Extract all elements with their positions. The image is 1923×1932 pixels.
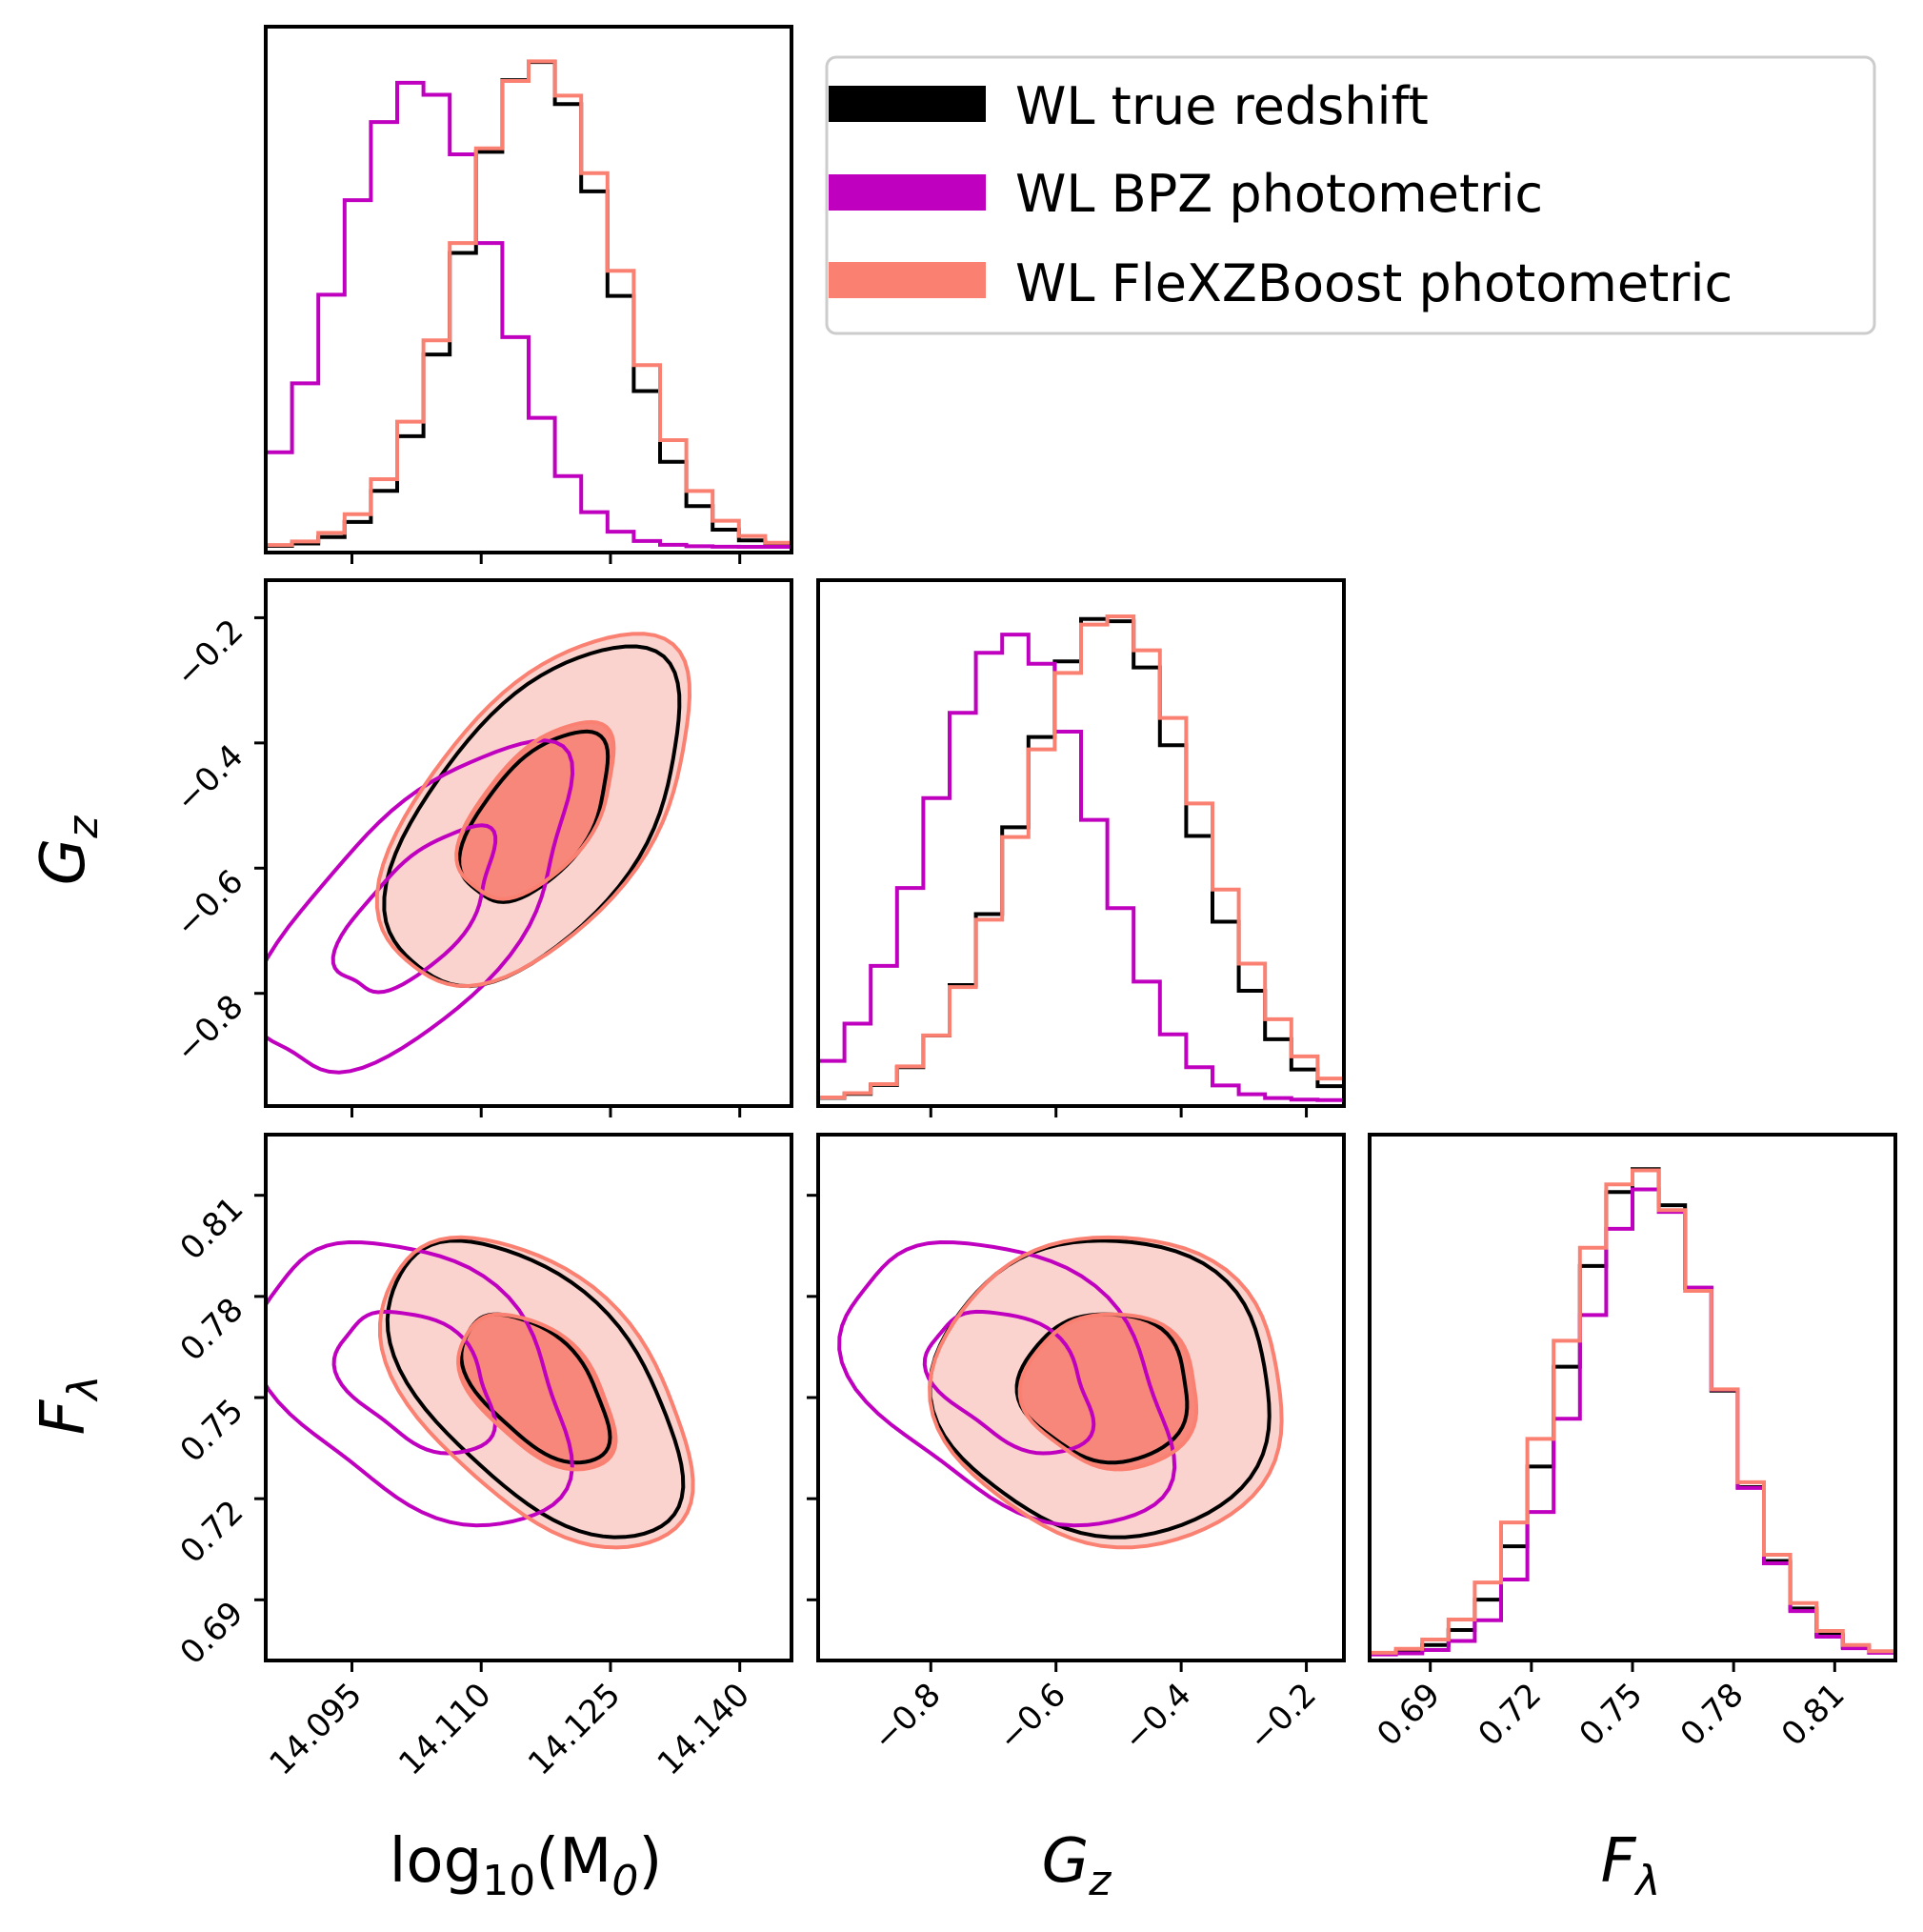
xtick-label-logM-0: 14.095 <box>262 1676 369 1782</box>
xtick-label-Gz-0: −0.8 <box>866 1676 949 1759</box>
contour-outer-series-1-Fl-logM <box>266 1239 574 1528</box>
panel-Gz-Gz-frame <box>816 578 1346 1108</box>
hist-Fl-series-1 <box>1370 1187 1895 1657</box>
xtick-label-logM-3: 14.140 <box>651 1676 757 1782</box>
ytick-label-Fl-4: 0.81 <box>173 1190 251 1268</box>
legend-swatch-true <box>829 86 986 122</box>
xtick-label-Gz-3: −0.2 <box>1241 1676 1324 1759</box>
ytick-label-Gz-3: −0.2 <box>169 613 251 695</box>
xtick-label-Fl-3: 0.78 <box>1673 1676 1752 1754</box>
contour-inner-series-1-Fl-Gz <box>922 1309 1096 1456</box>
contour-outer-series-1-Fl-Gz <box>837 1239 1177 1528</box>
ytick-label-Fl-3: 0.78 <box>173 1291 251 1369</box>
legend-swatch-flex <box>829 262 986 298</box>
legend-frame <box>825 55 1876 335</box>
contour-outer-series-0-Fl-Gz <box>928 1238 1272 1540</box>
xtick-label-Gz-1: −0.6 <box>991 1676 1073 1759</box>
ylabel-gz: Gz <box>29 815 108 886</box>
xlabel-gz: Gz <box>1042 1826 1112 1905</box>
contour-inner-series-2-Gz-logM <box>454 719 616 901</box>
xtick-label-Fl-4: 0.81 <box>1774 1676 1853 1754</box>
contour-inner-series-2-Fl-logM <box>456 1312 618 1472</box>
legend-label-true: WL true redshift <box>1015 76 1429 136</box>
panel-logM-logM-frame <box>264 25 793 554</box>
ytick-label-Fl-0: 0.69 <box>173 1594 251 1672</box>
contour-outer-series-2-Gz-logM <box>374 632 692 989</box>
legend-swatch-bpz <box>829 174 986 211</box>
ytick-label-Fl-2: 0.75 <box>173 1392 251 1470</box>
legend-label-flex: WL FleXZBoost photometric <box>1015 253 1733 313</box>
hist-Fl-series-2 <box>1370 1168 1895 1655</box>
ytick-label-Gz-0: −0.8 <box>169 988 251 1071</box>
ytick-label-Gz-2: −0.4 <box>169 737 251 820</box>
legend: WL true redshift WL BPZ photometric WL F… <box>825 55 1876 335</box>
contour-fill-inner-flex-Fl-Gz <box>1019 1314 1197 1470</box>
contour-inner-series-1-Gz-logM <box>331 823 498 995</box>
hist-Gz-series-1 <box>818 633 1344 1102</box>
xtick-label-logM-1: 14.110 <box>391 1676 498 1782</box>
xtick-label-Gz-2: −0.4 <box>1116 1676 1199 1759</box>
legend-label-bpz: WL BPZ photometric <box>1015 164 1543 224</box>
xtick-label-logM-2: 14.125 <box>521 1676 628 1782</box>
ytick-label-Fl-1: 0.72 <box>173 1493 251 1571</box>
panel-logM-logM-bg <box>266 27 791 553</box>
xtick-label-Fl-2: 0.75 <box>1572 1676 1651 1754</box>
contour-outer-series-2-Fl-Gz <box>928 1235 1284 1550</box>
xtick-label-Fl-1: 0.72 <box>1471 1676 1549 1754</box>
hist-logM-series-2 <box>266 59 791 548</box>
xtick-label-Fl-0: 0.69 <box>1370 1676 1448 1754</box>
contour-outer-series-2-Fl-logM <box>378 1235 695 1550</box>
xlabel-logm: log10(M0) <box>390 1826 663 1905</box>
contour-inner-series-2-Fl-Gz <box>1017 1312 1199 1472</box>
contour-outer-series-1-Gz-logM <box>266 738 575 1075</box>
ytick-label-Gz-1: −0.6 <box>169 862 251 945</box>
hist-Gz-series-2 <box>818 614 1344 1100</box>
xlabel-fl: Fλ <box>1601 1826 1661 1905</box>
ylabel-fl: Fλ <box>29 1376 108 1436</box>
panel-Gz-logM-frame <box>264 578 793 1108</box>
contour-outer-series-0-Gz-logM <box>382 644 682 989</box>
contour-outer-series-0-Fl-logM <box>385 1238 686 1540</box>
hist-logM-series-1 <box>266 80 791 549</box>
